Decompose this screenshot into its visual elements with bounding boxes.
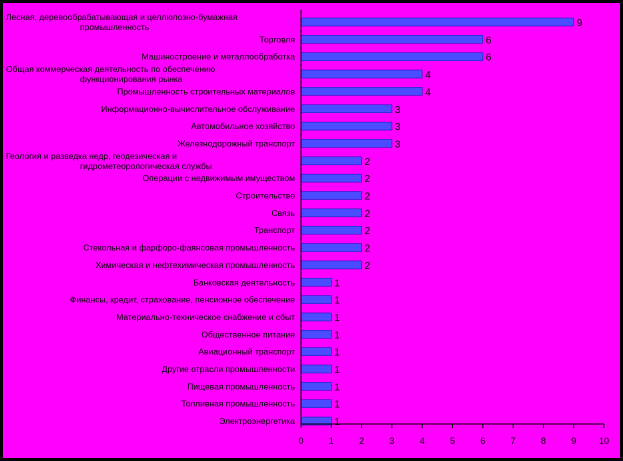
category-label-15-line-1: Химическая и нефтехимическая промышленно… <box>96 260 296 270</box>
bar-3 <box>300 52 484 62</box>
value-label-18: 1 <box>334 313 340 324</box>
bar-9 <box>300 156 362 166</box>
value-label-1: 9 <box>577 18 583 29</box>
category-label-23-line-1: Топливная промышленность <box>181 399 295 409</box>
bar-18 <box>300 312 332 322</box>
x-tick-label-1: 1 <box>329 436 334 446</box>
bar-2 <box>300 35 484 44</box>
x-tick-label-0: 0 <box>298 436 303 446</box>
category-label-14-line-1: Стекольная и фарфоро-фаянсовая промышлен… <box>83 243 295 253</box>
category-label-6-line-1: Информационно-вычислительное обслуживани… <box>101 104 295 114</box>
category-label-19-line-1: Общественное питание <box>201 329 295 339</box>
bar-6 <box>300 104 393 114</box>
bar-19 <box>300 329 332 339</box>
x-tick-label-4: 4 <box>420 436 425 446</box>
category-label-4-line-2: функционирования рынка <box>80 74 183 84</box>
value-label-14: 2 <box>365 244 371 255</box>
x-tick-label-10: 10 <box>599 436 609 446</box>
x-tick-label-7: 7 <box>511 436 516 446</box>
value-label-24: 1 <box>334 417 340 428</box>
category-label-8-line-1: Железнодорожный транспорт <box>177 138 295 148</box>
value-label-16: 1 <box>334 278 340 289</box>
x-tick-label-6: 6 <box>480 436 485 446</box>
x-axis: 0 1 2 3 4 5 6 7 8 9 10 <box>298 10 609 446</box>
bar-5 <box>300 87 423 96</box>
category-label-22-line-1: Пищевая промышленность <box>187 381 295 391</box>
category-label-9-line-2: гидрометеорологическая службы <box>80 161 212 171</box>
bar-22 <box>300 382 332 391</box>
x-tick-label-2: 2 <box>359 436 364 446</box>
category-label-1-line-1: Лесная, деревообрабатывающая и целлюлозн… <box>6 12 238 22</box>
value-label-22: 1 <box>334 382 340 393</box>
category-label-7-line-1: Автомобильное хозяйство <box>191 121 295 131</box>
bar-8 <box>300 139 393 148</box>
value-label-7: 3 <box>395 122 401 133</box>
category-label-17-line-1: Финансы, кредит, страхование, пенсионное… <box>70 295 295 305</box>
value-label-10: 2 <box>365 174 371 185</box>
bar-11 <box>300 191 362 200</box>
value-label-19: 1 <box>334 330 340 341</box>
x-tick-label-3: 3 <box>389 436 394 446</box>
bar-17 <box>300 295 332 304</box>
bar-21 <box>300 364 332 374</box>
bars-layer <box>300 17 575 426</box>
x-tick-label-8: 8 <box>541 436 546 446</box>
value-label-21: 1 <box>334 365 340 376</box>
bar-13 <box>300 225 362 235</box>
category-label-24-line-1: Электроэнергетика <box>219 416 295 426</box>
value-label-3: 6 <box>486 53 492 64</box>
value-label-23: 1 <box>334 400 340 411</box>
category-label-11-line-1: Строительство <box>236 191 295 201</box>
category-label-16-line-1: Банковская деятельность <box>193 277 295 287</box>
bar-15 <box>300 260 362 270</box>
bar-10 <box>300 173 362 183</box>
value-label-2: 6 <box>486 35 492 46</box>
category-label-9-line-1: Геология и разведка недр, геодезическая … <box>6 151 177 161</box>
bar-16 <box>300 277 332 287</box>
value-label-13: 2 <box>365 226 371 237</box>
value-label-5: 4 <box>425 87 431 98</box>
value-label-20: 1 <box>334 348 340 359</box>
x-tick-label-9: 9 <box>571 436 576 446</box>
value-label-9: 2 <box>365 157 371 168</box>
category-label-20-line-1: Авиационный транспорт <box>198 347 295 357</box>
category-label-13-line-1: Транспорт <box>254 225 295 235</box>
category-label-3-line-1: Машиностроение и металлообработка <box>142 52 296 62</box>
category-label-10-line-1: Операции с недвижимым имуществом <box>143 173 296 183</box>
value-label-8: 3 <box>395 139 401 150</box>
value-label-15: 2 <box>365 261 371 272</box>
bar-12 <box>300 208 362 218</box>
bar-20 <box>300 347 332 356</box>
category-label-2-line-1: Торговля <box>259 34 295 44</box>
category-label-4-line-1: Общая коммерческая деятельность по обесп… <box>6 64 216 74</box>
bar-14 <box>300 243 362 252</box>
value-label-12: 2 <box>365 209 371 220</box>
bar-7 <box>300 121 393 131</box>
value-label-4: 4 <box>425 70 431 81</box>
category-labels-layer: Лесная, деревообрабатывающая и целлюлозн… <box>6 12 296 426</box>
category-label-1-line-2: промышленность <box>80 22 150 32</box>
value-label-11: 2 <box>365 192 371 203</box>
category-label-12-line-1: Связь <box>272 208 296 218</box>
category-label-21-line-1: Другие отрасли промышленности <box>162 364 296 374</box>
value-label-6: 3 <box>395 105 401 116</box>
x-tick-label-5: 5 <box>450 436 455 446</box>
value-labels-layer: 9 6 6 4 4 3 3 3 2 2 2 2 2 2 2 1 1 1 1 1 1 1 1 1 <box>334 18 582 428</box>
bar-4 <box>300 69 423 79</box>
bar-23 <box>300 399 332 409</box>
bar-1 <box>300 17 575 27</box>
category-label-18-line-1: Материально-техническое снабжение и сбыт <box>116 312 295 322</box>
value-label-17: 1 <box>334 296 340 307</box>
category-label-5-line-1: Промышленность строительных материалов <box>117 86 295 96</box>
